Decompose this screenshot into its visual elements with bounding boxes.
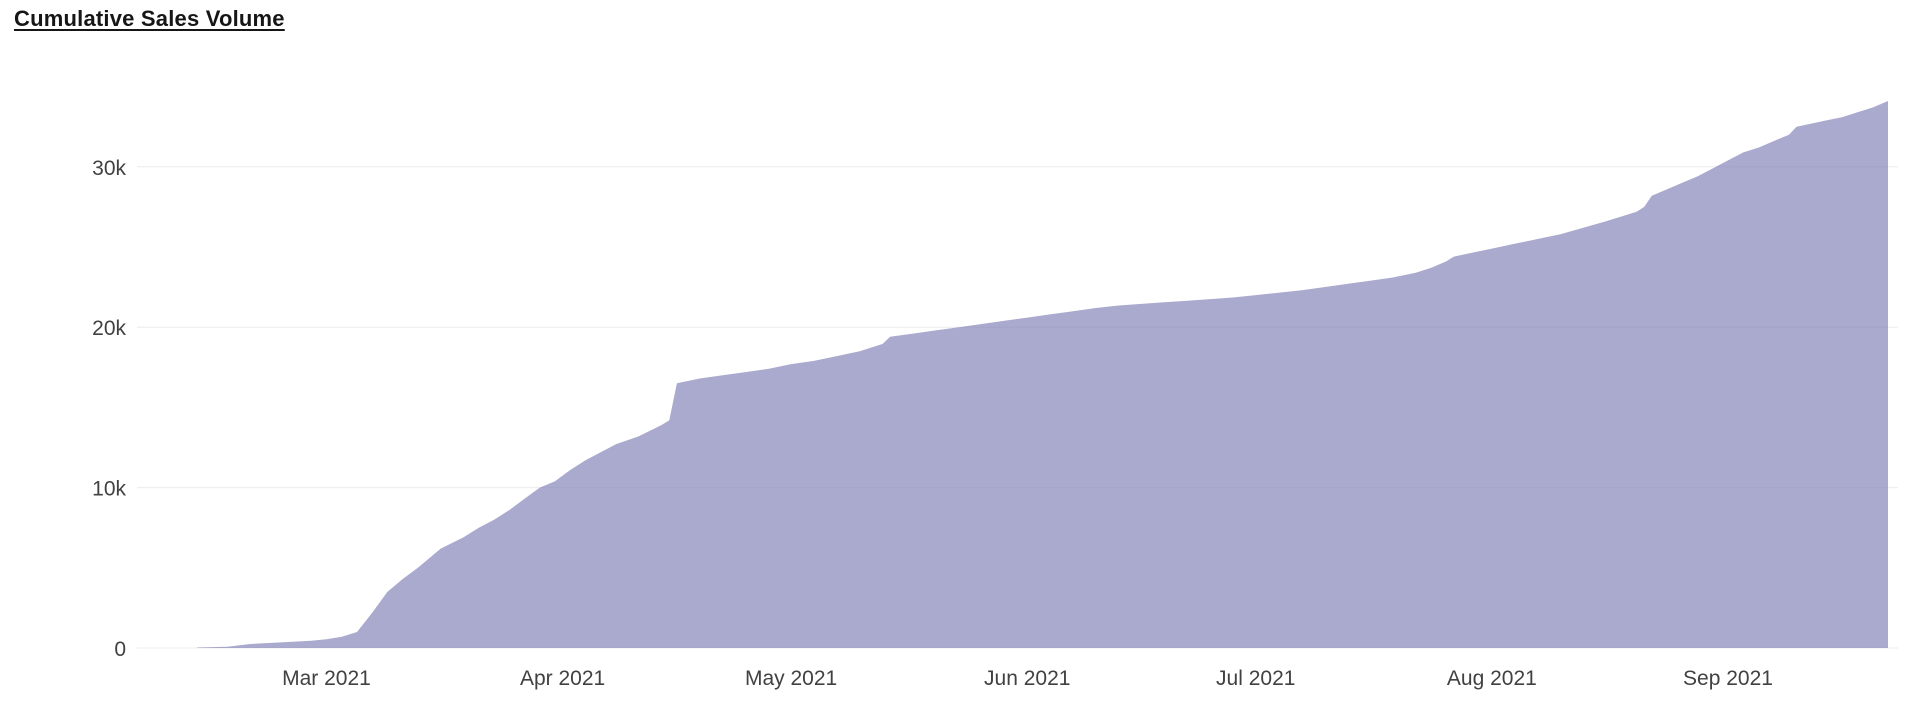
y-axis-tick-label: 0 [114, 638, 126, 661]
x-axis-tick-label: Apr 2021 [520, 667, 605, 690]
y-axis-tick-label: 20k [92, 317, 126, 340]
x-axis-tick-label: May 2021 [745, 667, 837, 690]
x-axis-tick-label: Jul 2021 [1216, 667, 1295, 690]
y-axis-tick-label: 10k [92, 478, 126, 501]
y-axis-tick-label: 30k [92, 157, 126, 180]
x-axis-tick-label: Aug 2021 [1447, 667, 1537, 690]
page-title: Cumulative Sales Volume [14, 6, 285, 31]
x-axis-tick-label: Sep 2021 [1683, 667, 1773, 690]
x-axis-tick-label: Mar 2021 [282, 667, 371, 690]
x-axis-tick-label: Jun 2021 [984, 667, 1070, 690]
area-series [197, 101, 1888, 648]
